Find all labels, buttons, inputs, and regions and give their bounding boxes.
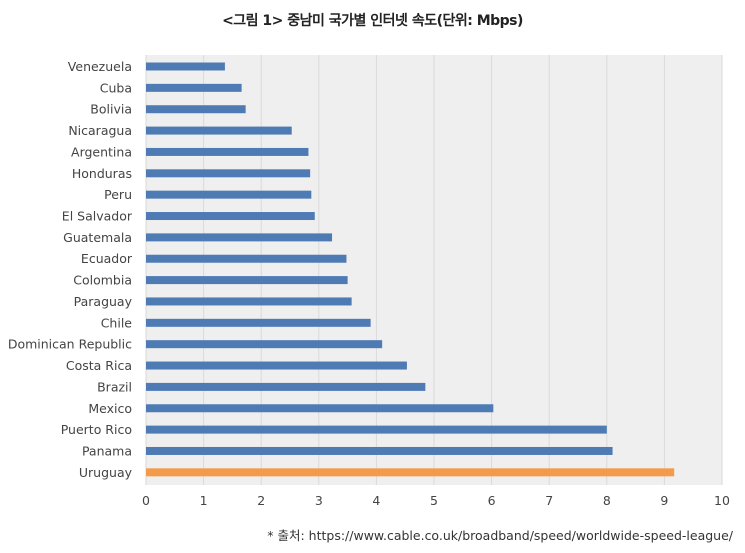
bar-dominican-republic	[146, 340, 383, 349]
bars	[146, 62, 675, 477]
bar-venezuela	[146, 62, 225, 71]
category-labels: Venezuela Cuba Bolivia Nicaragua Argentina Ho…	[8, 59, 133, 480]
chart-title: <그림 1> 중남미 국가별 인터넷 속도(단위: Mbps)	[222, 13, 523, 29]
category-label: Paraguay	[74, 294, 133, 309]
bar-mexico	[146, 404, 494, 413]
bar-nicaragua	[146, 126, 292, 135]
category-label: Ecuador	[81, 251, 133, 266]
x-tick-label: 7	[545, 493, 553, 508]
category-label: Costa Rica	[66, 358, 132, 373]
category-label: Chile	[101, 315, 133, 330]
x-tick-labels: 0 1 2 3 4 5 6 7 8 9 10	[142, 493, 730, 508]
gridlines	[145, 55, 723, 485]
x-tick-label: 5	[430, 493, 438, 508]
x-tick-label: 9	[660, 493, 668, 508]
source-note: * 출처: https://www.cable.co.uk/broadband/…	[267, 528, 733, 543]
bar-cuba	[146, 83, 242, 92]
bar-bolivia	[146, 105, 246, 114]
category-label: Peru	[104, 187, 132, 202]
bar-panama	[146, 446, 613, 455]
category-label: Guatemala	[63, 230, 132, 245]
category-label: Dominican Republic	[8, 337, 132, 352]
x-tick-label: 0	[142, 493, 150, 508]
category-label: Colombia	[73, 273, 132, 288]
x-tick-label: 2	[257, 493, 265, 508]
bar-argentina	[146, 147, 309, 156]
category-label: Cuba	[100, 80, 132, 95]
bar-puerto-rico	[146, 425, 607, 434]
bar-guatemala	[146, 233, 333, 242]
category-label: Brazil	[97, 379, 132, 394]
bar-el-salvador	[146, 212, 315, 221]
category-label: Venezuela	[68, 59, 132, 74]
category-label: Puerto Rico	[61, 422, 132, 437]
bar-colombia	[146, 276, 348, 285]
bar-brazil	[146, 382, 426, 391]
x-tick-label: 10	[714, 493, 730, 508]
x-tick-label: 3	[315, 493, 323, 508]
bar-uruguay	[146, 468, 675, 477]
x-tick-label: 1	[200, 493, 208, 508]
category-label: Honduras	[72, 166, 132, 181]
category-label: El Salvador	[62, 209, 133, 224]
x-tick-label: 6	[488, 493, 496, 508]
category-label: Nicaragua	[68, 123, 132, 138]
category-label: Panama	[82, 443, 132, 458]
bar-ecuador	[146, 254, 347, 263]
category-label: Bolivia	[90, 102, 132, 117]
x-tick-label: 8	[603, 493, 611, 508]
bar-peru	[146, 190, 312, 199]
bar-paraguay	[146, 297, 352, 306]
category-label: Uruguay	[79, 465, 133, 480]
bar-costa-rica	[146, 361, 407, 370]
bar-chile	[146, 318, 371, 327]
bar-honduras	[146, 169, 311, 178]
x-tick-label: 4	[372, 493, 380, 508]
category-label: Mexico	[88, 401, 132, 416]
category-label: Argentina	[71, 144, 132, 159]
